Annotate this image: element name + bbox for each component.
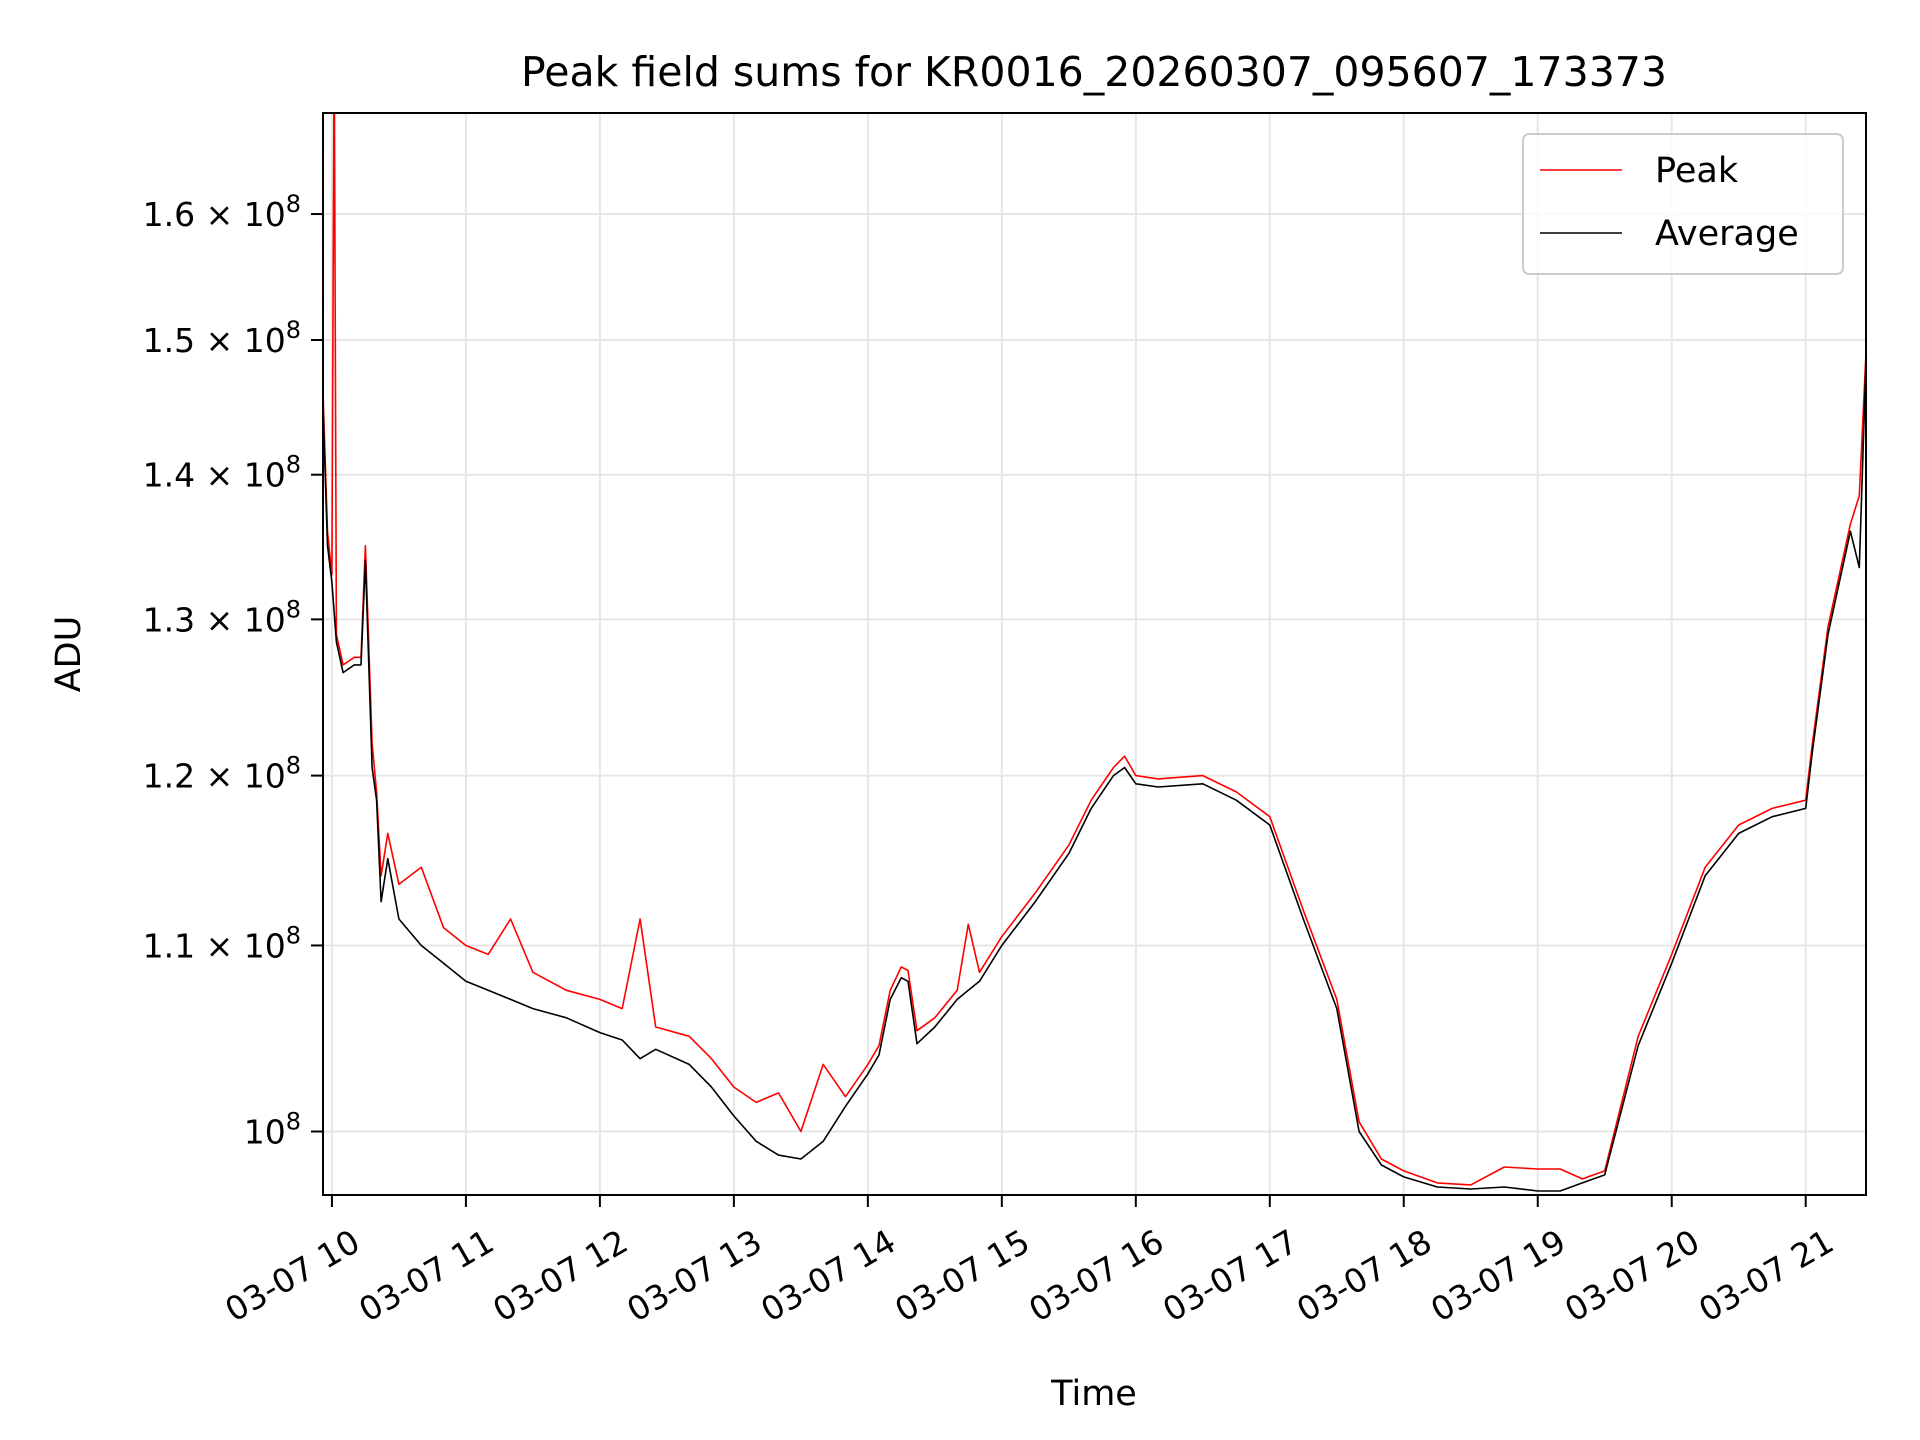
- x-axis-label: Time: [1050, 1374, 1137, 1414]
- y-tick-label: 1.1 × 108: [143, 921, 301, 965]
- y-tick-label: 1.4 × 108: [143, 451, 301, 495]
- y-tick-label: 1.5 × 108: [143, 316, 301, 360]
- legend-average-label: Average: [1655, 214, 1799, 254]
- series-line-peak: [323, 113, 1866, 1186]
- y-tick-label: 1.2 × 108: [143, 752, 301, 796]
- y-axis: 108 1.1 × 108 1.2 × 108 1.3 × 108 1.4 × 108 1…: [143, 190, 323, 1152]
- y-tick-label: 108: [244, 1108, 301, 1152]
- chart-title: Peak field sums for KR0016_20260307_0956…: [521, 48, 1667, 96]
- y-tick-label: 1.3 × 108: [143, 595, 301, 639]
- legend-peak-label: Peak: [1655, 151, 1739, 191]
- y-tick-label: 1.6 × 108: [143, 190, 301, 234]
- series-line-average: [323, 359, 1866, 1192]
- plot-frame: [322, 112, 1867, 1196]
- series-lines: [323, 113, 1866, 1192]
- y-axis-label: ADU: [49, 616, 89, 693]
- legend: Peak Average: [1522, 133, 1844, 275]
- legend-frame: [1522, 133, 1844, 275]
